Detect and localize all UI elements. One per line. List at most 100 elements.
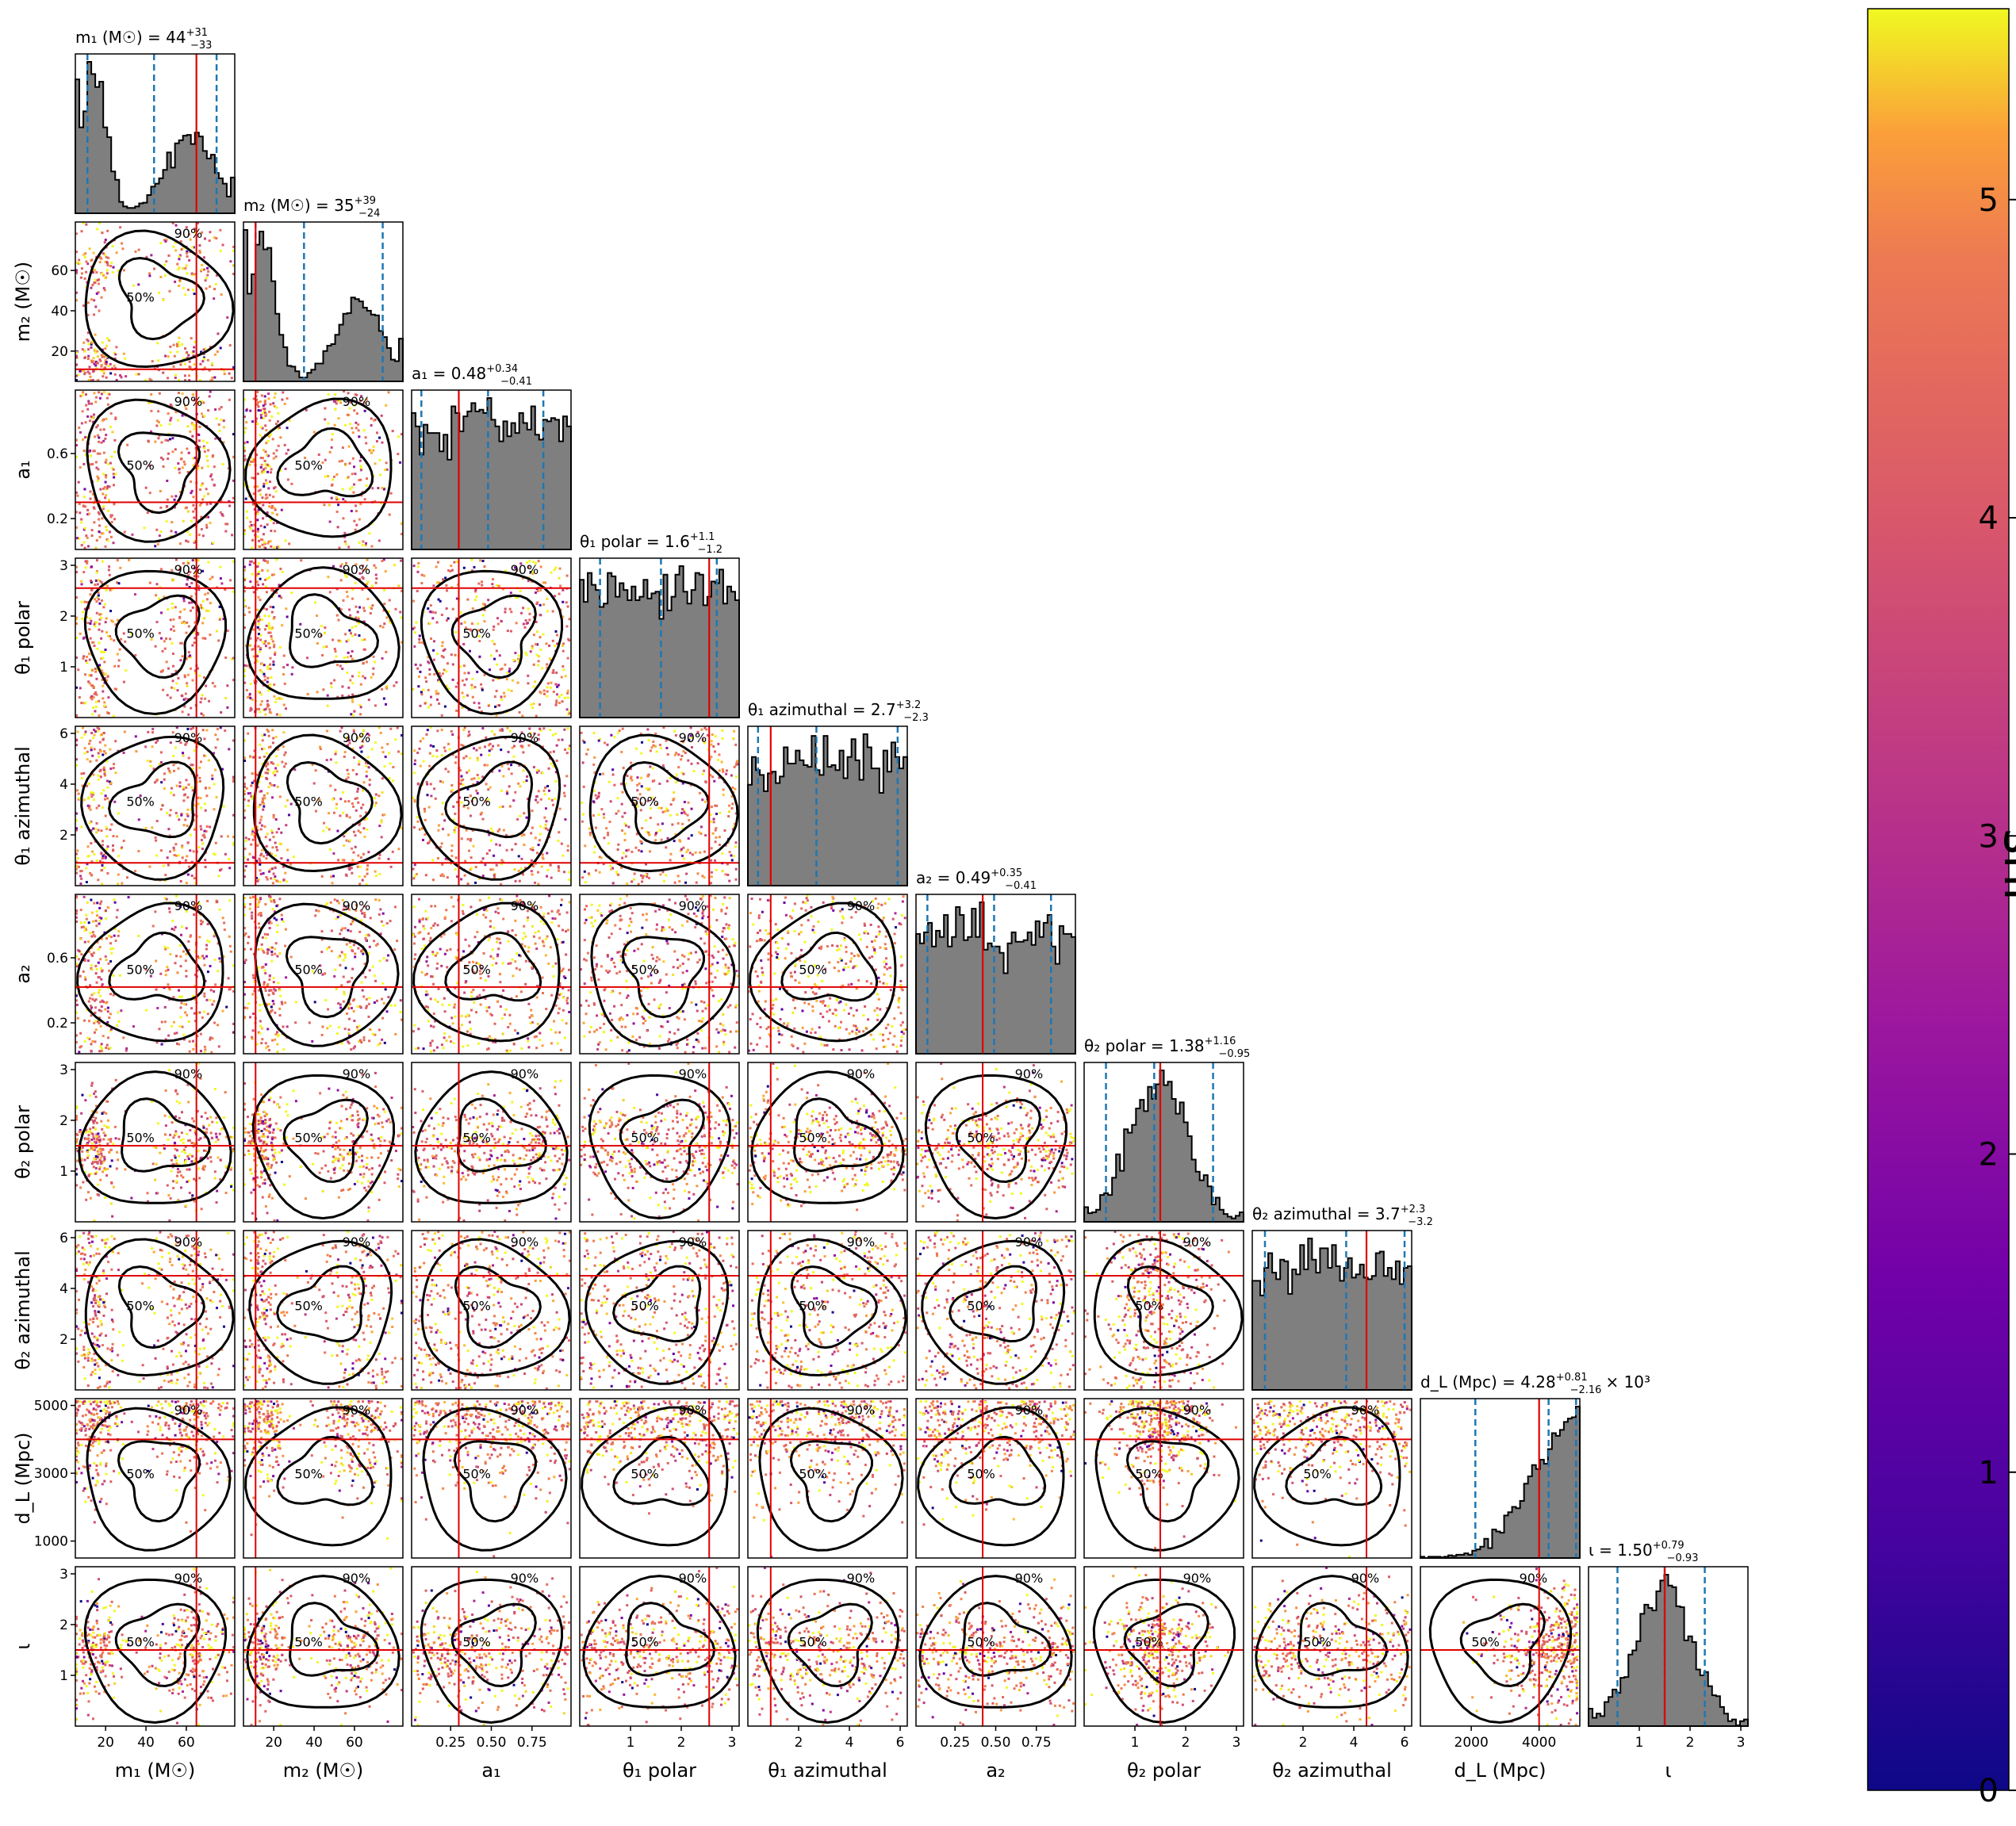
contour-label-param-2-vs-param-7: 50% <box>294 1131 323 1146</box>
xtick-label-param-6: 0.25 <box>940 1735 970 1751</box>
ylabel-param-5: θ₁ azimuthal <box>12 746 34 866</box>
points-param-7-vs-param-8 <box>1084 1231 1230 1390</box>
contour-label-param-1-vs-param-6: 50% <box>126 963 155 978</box>
contour-50-param-5-vs-param-6 <box>780 931 879 1002</box>
scatter-param-2-vs-param-5: 50% 90% <box>243 725 404 886</box>
panel-frame-param-3-param-4 <box>411 557 572 718</box>
panel-frame-param-6-param-9 <box>915 1398 1076 1559</box>
contour-label-param-3-vs-param-10: 90% <box>511 1571 539 1586</box>
contour-label-param-4-vs-param-9: 50% <box>630 1467 659 1482</box>
contour-label-param-2-vs-param-4: 50% <box>294 626 323 641</box>
contour-90-param-4-vs-param-5 <box>588 733 739 873</box>
scatter-param-5-vs-param-7: 50% 90% <box>747 1062 908 1223</box>
histogram-param-3: a₁ = 0.48+0.34 −0.41 <box>411 363 572 550</box>
points-param-5-vs-param-7 <box>748 1062 907 1212</box>
panel-frame-param-8-param-9 <box>1251 1398 1412 1559</box>
points-param-4-vs-param-5 <box>580 726 739 886</box>
panel-frame-param-2-param-9 <box>243 1398 404 1559</box>
contour-90-param-3-vs-param-4 <box>420 569 564 716</box>
contour-90-param-4-vs-param-7 <box>588 1074 732 1220</box>
panel-frame-param-5-param-9 <box>747 1398 908 1559</box>
ylabel-param-7: θ₂ polar <box>12 1105 34 1179</box>
contour-label-param-1-vs-param-3: 50% <box>126 458 155 473</box>
histogram-bars-param-4 <box>579 565 740 718</box>
ylabel-param-3: a₁ <box>12 460 34 479</box>
scatter-param-3-vs-param-9: 50% 90% <box>411 1398 572 1559</box>
ytick-label-param-10: 1 <box>59 1668 68 1684</box>
xtick-label-param-6: 0.50 <box>981 1735 1011 1751</box>
scatter-param-1-vs-param-10: 50% 90% 1 2 3 ι 20 40 60 m₁ (M☉) <box>12 1566 236 1782</box>
contour-label-param-6-vs-param-9: 90% <box>1015 1403 1044 1418</box>
scatter-param-3-vs-param-5: 50% 90% <box>411 725 572 886</box>
contour-50-param-6-vs-param-8 <box>949 1265 1038 1343</box>
points-param-1-vs-param-8 <box>75 1231 235 1390</box>
xtick-label-param-6: 0.75 <box>1021 1735 1052 1751</box>
contour-50-param-2-vs-param-5 <box>286 760 374 845</box>
panel-frame-param-1-param-5 <box>75 725 236 886</box>
title-param-6: a₂ = 0.49+0.35 −0.41 <box>916 867 1037 892</box>
scatter-param-7-vs-param-10: 50% 90% 1 2 3 θ₂ polar <box>1083 1566 1244 1782</box>
ytick-label-param-3: 0.2 <box>47 511 68 527</box>
panel-frame-param-4-param-9 <box>579 1398 740 1559</box>
points-param-3-vs-param-6 <box>412 894 571 1054</box>
colorbar-gradient <box>1867 8 2010 1791</box>
panel-frame-param-3-param-8 <box>411 1230 572 1391</box>
scatter-param-5-vs-param-9: 50% 90% <box>747 1398 908 1559</box>
ytick-label-param-3: 0.6 <box>47 446 68 462</box>
panel-frame-param-6-param-7 <box>915 1062 1076 1223</box>
scatter-param-1-vs-param-6: 50% 90% 0.2 0.6 a₂ <box>12 894 236 1055</box>
scatter-param-5-vs-param-10: 50% 90% 2 4 6 θ₁ azimuthal <box>747 1566 908 1782</box>
contour-90-param-8-vs-param-9 <box>1253 1406 1401 1547</box>
panel-frame-param-4-param-5 <box>579 725 740 886</box>
scatter-param-4-vs-param-6: 50% 90% <box>579 894 740 1055</box>
contour-label-param-1-vs-param-4: 50% <box>126 626 155 641</box>
contour-90-param-5-vs-param-9 <box>758 1407 904 1552</box>
contour-50-param-1-vs-param-3 <box>117 431 201 515</box>
ylabel-param-9: d_L (Mpc) <box>12 1432 34 1524</box>
panel-frame-param-1-param-4 <box>75 557 236 718</box>
contour-label-param-3-vs-param-7: 90% <box>511 1066 539 1081</box>
points-param-6-vs-param-7 <box>916 1062 1075 1222</box>
contour-50-param-1-vs-param-7 <box>121 1097 212 1173</box>
points-param-1-vs-param-4 <box>75 558 235 718</box>
contour-label-param-3-vs-param-10: 50% <box>462 1635 491 1650</box>
contour-50-param-1-vs-param-6 <box>108 931 206 1002</box>
xtick-label-param-7: 3 <box>1232 1735 1241 1751</box>
contour-label-param-4-vs-param-10: 90% <box>679 1571 707 1586</box>
contour-label-param-3-vs-param-6: 90% <box>511 898 539 913</box>
xlabel-param-2: m₂ (M☉) <box>283 1759 364 1782</box>
contour-label-param-2-vs-param-3: 90% <box>343 394 371 409</box>
contour-label-param-3-vs-param-4: 50% <box>462 626 491 641</box>
colorbar-label: snr <box>1992 829 2016 909</box>
xlabel-param-9: d_L (Mpc) <box>1454 1759 1546 1782</box>
scatter-param-3-vs-param-7: 50% 90% <box>411 1062 572 1223</box>
contour-90-param-4-vs-param-6 <box>590 902 736 1047</box>
colorbar-tick-label: 0 <box>1979 1773 1999 1809</box>
panel-frame-param-8-param-8 <box>1251 1230 1412 1391</box>
contour-label-param-7-vs-param-9: 50% <box>1135 1467 1163 1482</box>
points-param-2-vs-param-4 <box>243 558 403 717</box>
contour-90-param-2-vs-param-7 <box>251 1074 396 1220</box>
points-param-2-vs-param-9 <box>243 1399 403 1540</box>
panel-frame-param-4-param-8 <box>579 1230 740 1391</box>
xtick-label-param-4: 1 <box>627 1735 635 1751</box>
ytick-label-param-9: 3000 <box>34 1466 68 1482</box>
contour-label-param-3-vs-param-5: 50% <box>462 794 491 810</box>
ytick-label-param-10: 2 <box>59 1617 68 1633</box>
contour-label-param-9-vs-param-10: 50% <box>1471 1635 1500 1650</box>
scatter-param-3-vs-param-4: 50% 90% <box>411 557 572 718</box>
contour-50-param-3-vs-param-8 <box>454 1265 542 1349</box>
ytick-label-param-9: 1000 <box>34 1534 68 1550</box>
contour-50-param-9-vs-param-10 <box>1459 1602 1546 1688</box>
contour-label-param-1-vs-param-6: 90% <box>174 898 203 913</box>
contour-90-param-6-vs-param-10 <box>918 1575 1073 1709</box>
points-param-4-vs-param-9 <box>580 1399 739 1522</box>
panel-frame-param-2-param-10 <box>243 1566 404 1727</box>
scatter-param-2-vs-param-3: 50% 90% <box>243 389 404 550</box>
ytick-label-param-5: 2 <box>59 828 68 844</box>
panel-frame-param-4-param-4 <box>579 557 740 718</box>
contour-label-param-2-vs-param-5: 50% <box>294 794 323 810</box>
histogram-bars-param-5 <box>747 733 908 886</box>
histogram-param-2: m₂ (M☉) = 35+39 −24 <box>243 195 404 382</box>
contour-label-param-3-vs-param-8: 90% <box>511 1235 539 1250</box>
